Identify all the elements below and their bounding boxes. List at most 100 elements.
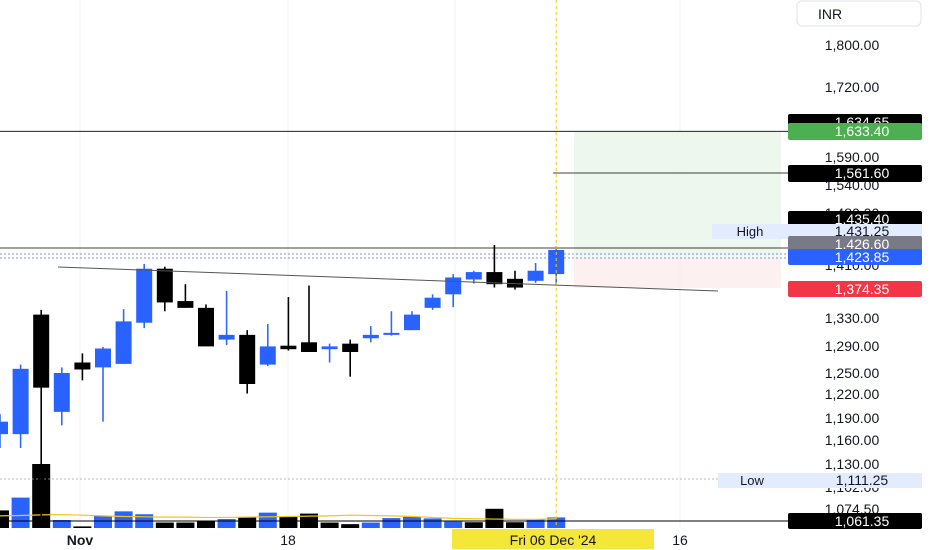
candle-body [383,332,400,335]
low-label: Low [740,473,764,488]
candle-body [486,272,503,285]
candle-body [362,334,379,339]
candle-body [74,362,91,370]
y-tick-label: 1,220.00 [825,386,880,402]
candle-body [342,343,359,352]
candle-body [12,368,29,435]
volume-bar [52,520,71,528]
y-tick-label: 1,800.00 [825,37,880,53]
overlay [57,0,719,528]
volume-bar [361,522,380,528]
candle-body [218,334,235,340]
price-tag-prev-close [788,236,922,252]
x-axis[interactable]: Nov 18 16 Fri 06 Dec '24 [67,529,688,549]
volume-bar [279,516,298,528]
volume-bar [382,518,401,528]
x-tick-label: 16 [672,532,688,548]
y-tick-label: 1,290.00 [825,338,880,354]
currency-button[interactable]: INR [796,0,922,27]
volume-bar [238,517,257,528]
volume-bar [320,522,339,528]
low-value: 1,111.25 [836,472,889,488]
candle-body [321,346,338,350]
candle-body [198,307,214,347]
price-tag-stop [788,281,922,297]
price-tag-target-text: 1,633.40 [835,123,890,139]
candle-body [259,346,276,365]
volume-bar [526,519,545,528]
volume-bar [94,515,112,528]
x-tick-label: Nov [67,532,94,548]
candle-body [177,301,194,308]
volume-bar [464,522,483,528]
volume-ma-line [0,513,557,520]
volume-bar [444,521,463,528]
candle-body [0,421,8,435]
volume-bar [423,518,442,528]
price-tag-line-4[interactable] [788,513,922,529]
volume-bar [176,522,195,528]
low-value-box [788,473,922,488]
price-tag-last-text: 1,423.85 [835,249,890,265]
price-tag-line-4-text: 1,061.35 [835,513,890,529]
volume-bar [114,511,133,528]
price-tag-last [788,249,922,265]
volume-bar [197,520,215,528]
y-axis[interactable]: 1,800.00 1,720.00 1,590.00 1,540.00 1,41… [825,37,880,517]
candle-body [53,373,70,412]
price-tag-target [788,123,922,140]
y-tick-label: 1,330.00 [825,310,880,326]
candle-body [404,314,420,331]
high-value-box [788,224,922,239]
candle-body [33,314,50,388]
candle-body [95,348,111,368]
candle-body [136,268,153,323]
low-label-box [718,473,788,488]
y-tick-label: 1,720.00 [825,79,880,95]
candle-body [301,342,317,352]
candle-body [156,268,173,303]
volume-bar [506,522,524,528]
high-value: 1,431.25 [835,223,890,239]
volume-bar [73,526,92,528]
price-tag-stop-text: 1,374.35 [835,281,890,297]
volume-bar [0,510,9,528]
candles [0,245,565,521]
candle-body [465,272,482,280]
candle-body [527,270,544,281]
y-tick-label: 1,190.00 [825,410,880,426]
currency-label: INR [818,6,842,22]
crosshair-date-label: Fri 06 Dec '24 [510,532,597,548]
x-tick-label: 18 [280,532,296,548]
volume-bar [341,524,360,528]
volume-bar [217,519,236,528]
horizontal-lines[interactable] [0,130,788,522]
price-tag-line-2[interactable] [788,165,922,182]
volume-bar [403,516,421,528]
trendline [57,266,719,292]
price-tag-line-3-text: 1,435.40 [835,211,890,227]
volume-bar [258,512,277,528]
price-tag-prev-close-text: 1,426.60 [835,236,890,252]
candle-body [424,297,441,308]
high-label-box [712,224,788,239]
volume-bars [0,464,566,528]
candle-body [280,345,297,350]
candle-body [548,249,565,275]
crosshair-date-box [452,529,654,549]
price-tags: 1,634.65 1,633.40 1,561.60 1,435.40 High… [712,114,922,529]
volume-bar [11,497,30,528]
y-tick-label: 1,160.00 [825,432,880,448]
volume-bar [155,522,174,528]
y-tick-label: 1,130.00 [825,456,880,472]
candle-body [445,277,462,295]
high-label: High [737,224,764,239]
y-tick-label: 1,590.00 [825,149,880,165]
candle-body [115,321,132,364]
position-zones [574,132,781,288]
candle-body [239,334,256,384]
stop-zone [574,257,781,288]
price-tag-line-3[interactable] [788,211,922,227]
y-tick-label: 1,250.00 [825,365,880,381]
